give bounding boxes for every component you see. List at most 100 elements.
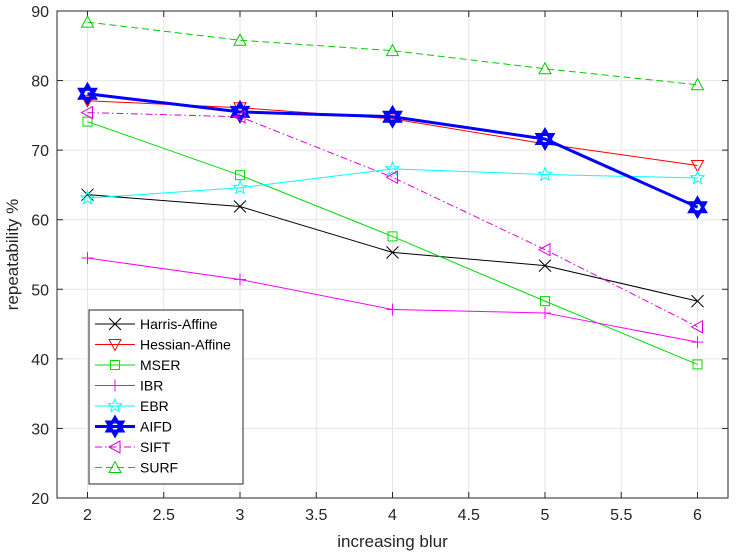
legend-box <box>88 309 244 485</box>
data-point-mser <box>82 116 93 127</box>
legend-label: IBR <box>140 378 163 394</box>
data-point-mser <box>692 359 703 370</box>
hexagram-triangle-up <box>687 195 708 214</box>
legend-label: Hessian-Affine <box>140 337 231 353</box>
x-axis-title: increasing blur <box>337 532 448 551</box>
series-line-sift <box>87 112 698 328</box>
y-tick-label: 80 <box>31 74 49 91</box>
legend-marker <box>107 397 123 413</box>
data-point-harris-affine <box>233 200 247 213</box>
series-ebr <box>79 160 706 205</box>
data-point-surf <box>385 43 400 57</box>
data-point-surf <box>690 77 705 91</box>
legend-label: MSER <box>140 357 180 373</box>
x-tick-label: 2 <box>83 507 92 524</box>
data-point-ibr <box>81 251 94 264</box>
data-point-ebr <box>537 166 553 182</box>
hexagram-triangle-up <box>534 127 556 146</box>
hexagram-triangle-down <box>534 133 556 152</box>
series-harris-affine <box>81 188 704 308</box>
data-point-sift <box>385 170 398 185</box>
axis-ticks: 2 2.5 3 3.5 4 4.5 5 5.5 6 20 30 40 50 60 70 80 90 <box>31 4 728 524</box>
y-tick-label: 70 <box>31 143 49 160</box>
hexagram-triangle-up <box>229 99 251 118</box>
data-point-aifd <box>229 99 251 124</box>
data-point-surf <box>538 61 552 75</box>
y-axis-title: repeatability % <box>3 199 22 311</box>
hexagram-triangle-down <box>687 201 708 220</box>
data-point-aifd <box>382 104 403 129</box>
data-point-sift <box>80 105 93 120</box>
data-point-sift <box>690 320 703 334</box>
legend-marker <box>109 379 121 392</box>
legend-entry-harris-affine: Harris-Affine <box>95 316 218 332</box>
legend-marker <box>108 339 122 352</box>
data-point-hessian-affine <box>80 95 95 108</box>
y-tick-label: 90 <box>31 4 49 21</box>
hexagram-triangle-up <box>77 81 98 100</box>
legend-entry-hessian-affine: Hessian-Affine <box>95 337 231 353</box>
y-tick-label: 20 <box>31 491 49 508</box>
data-point-hessian-affine <box>690 159 705 173</box>
x-tick-label: 5 <box>541 507 550 524</box>
data-point-sift <box>232 109 246 124</box>
data-point-aifd <box>687 195 708 220</box>
legend-entry-mser: MSER <box>95 357 180 373</box>
data-point-surf <box>80 15 95 28</box>
data-point-surf <box>233 33 247 46</box>
series-line-aifd <box>87 92 699 209</box>
data-point-ibr <box>234 273 246 286</box>
x-tick-label: 4 <box>388 507 397 524</box>
data-point-sift <box>537 242 551 257</box>
series-sift <box>80 105 703 334</box>
x-tick-label: 3 <box>236 507 245 524</box>
data-point-ibr <box>691 336 704 349</box>
x-tick-label: 4.5 <box>458 507 480 524</box>
data-point-mser <box>387 231 398 242</box>
y-tick-label: 40 <box>31 352 49 369</box>
hexagram-triangle-up <box>104 414 126 433</box>
legend-label: EBR <box>140 398 169 414</box>
data-point-ebr <box>79 189 96 205</box>
y-tick-label: 30 <box>31 421 49 438</box>
legend-label: SIFT <box>140 439 171 455</box>
legend-marker <box>108 317 122 331</box>
hexagram-triangle-down <box>382 110 403 129</box>
data-point-aifd <box>77 81 98 106</box>
series-line-surf <box>87 21 698 86</box>
legend-marker <box>107 440 121 454</box>
legend-entry-sift: SIFT <box>95 439 171 455</box>
series-surf <box>80 15 705 91</box>
x-tick-label: 5.5 <box>610 507 632 524</box>
series-ibr <box>81 251 704 349</box>
data-point-ibr <box>539 306 551 319</box>
data-point-ibr <box>386 303 399 316</box>
hexagram-triangle-down <box>229 105 251 124</box>
data-point-ebr <box>232 179 248 195</box>
hexagram-triangle-down <box>104 420 126 439</box>
series-line-ebr <box>87 168 698 199</box>
legend-marker <box>110 360 120 370</box>
data-point-harris-affine <box>538 259 552 272</box>
legend-marker <box>108 460 122 473</box>
hexagram-triangle-down <box>77 87 98 106</box>
x-tick-label: 2.5 <box>153 507 175 524</box>
y-tick-label: 60 <box>31 213 49 230</box>
data-point-harris-affine <box>691 294 704 308</box>
legend-entry-aifd: AIFD <box>95 414 172 439</box>
legend-label: Harris-Affine <box>140 316 218 332</box>
legend-entry-surf: SURF <box>95 460 178 476</box>
x-tick-label: 6 <box>693 507 702 524</box>
legend-marker <box>104 414 126 439</box>
data-point-ebr <box>384 160 401 176</box>
series-group <box>77 15 708 370</box>
series-aifd <box>77 81 708 220</box>
data-point-mser <box>540 296 550 307</box>
x-tick-label: 3.5 <box>305 507 327 524</box>
data-point-ebr <box>689 169 706 185</box>
data-point-aifd <box>534 127 556 152</box>
legend-entry-ibr: IBR <box>95 378 163 394</box>
legend-entry-ebr: EBR <box>95 397 169 414</box>
data-point-harris-affine <box>386 246 399 259</box>
